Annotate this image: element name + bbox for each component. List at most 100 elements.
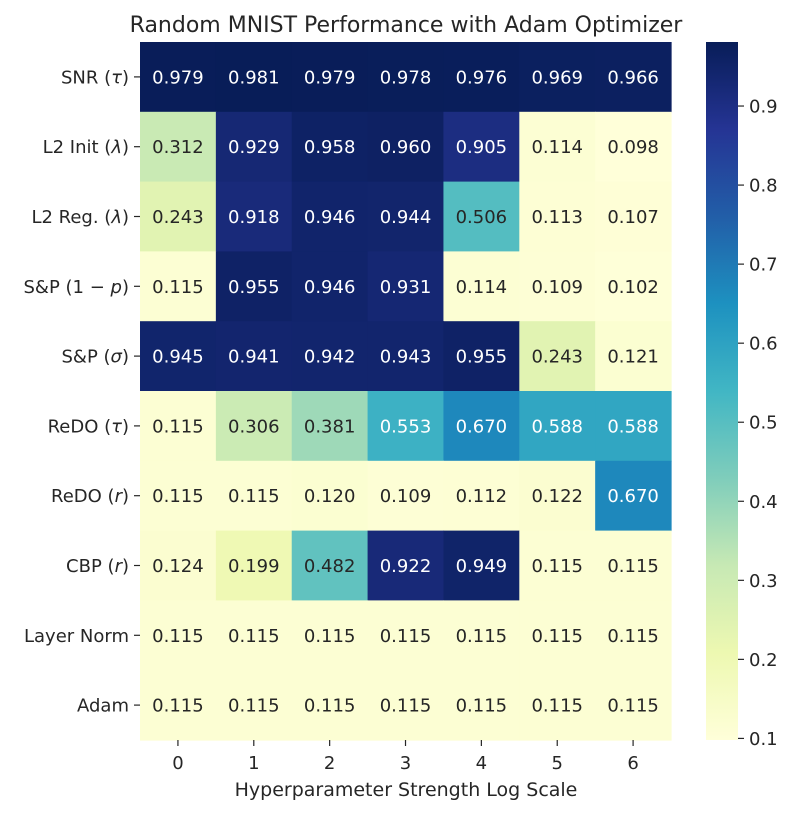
heatmap-cell (519, 670, 596, 741)
cell-value-label: 0.976 (456, 67, 508, 88)
heatmap-cell (291, 111, 369, 183)
heatmap-cell (140, 251, 217, 322)
cell-value-label: 0.942 (304, 347, 356, 368)
heatmap-cell (291, 530, 369, 601)
heatmap-cell (291, 391, 369, 462)
y-tick-label: Layer Norm (24, 626, 129, 647)
heatmap-cell (595, 321, 672, 392)
heatmap-cell (215, 530, 293, 601)
cell-value-label: 0.981 (228, 67, 280, 88)
cell-value-label: 0.113 (531, 207, 583, 228)
y-tick-label: CBP (r) (66, 556, 129, 577)
cell-value-label: 0.115 (228, 696, 280, 717)
cell-value-label: 0.243 (152, 207, 204, 228)
cell-value-label: 0.960 (380, 137, 432, 158)
cell-value-label: 0.922 (380, 556, 432, 577)
cell-value-label: 0.115 (304, 626, 356, 647)
cell-value-label: 0.115 (152, 277, 204, 298)
heatmap-cell (443, 181, 520, 252)
heatmap-cell (595, 530, 672, 601)
heatmap-cell (595, 600, 672, 671)
colorbar-tick-label: 0.2 (749, 650, 778, 671)
cell-value-label: 0.670 (456, 416, 508, 437)
x-tick-label: 4 (476, 753, 487, 774)
cell-value-label: 0.115 (531, 696, 583, 717)
cell-value-label: 0.588 (531, 416, 583, 437)
x-tick-label: 1 (248, 753, 259, 774)
cell-value-label: 0.243 (531, 347, 583, 368)
cell-value-label: 0.978 (380, 67, 432, 88)
heatmap-cell (519, 42, 596, 113)
cell-value-label: 0.312 (152, 137, 204, 158)
cell-value-label: 0.120 (304, 486, 356, 507)
y-tick-label: L2 Reg. (λ) (31, 207, 129, 228)
cell-value-label: 0.943 (380, 347, 432, 368)
colorbar-tick-label: 0.3 (749, 571, 778, 592)
heatmap-cell (595, 111, 672, 183)
x-tick-label: 2 (324, 753, 335, 774)
cell-value-label: 0.588 (607, 416, 659, 437)
heatmap-cell (291, 460, 369, 532)
heatmap-cell (519, 391, 596, 462)
cell-value-label: 0.115 (607, 626, 659, 647)
heatmap-cell (291, 181, 369, 252)
heatmap-cell (443, 42, 520, 113)
heatmap-cell (215, 460, 293, 532)
cell-value-label: 0.115 (228, 626, 280, 647)
colorbar-tick-label: 0.5 (749, 413, 778, 434)
heatmap-cell (140, 670, 217, 741)
colorbar-tick-label: 0.4 (749, 492, 778, 513)
heatmap-cell (519, 600, 596, 671)
heatmap-cell (367, 670, 445, 741)
heatmap-cell (140, 460, 217, 532)
y-tick-label: S&P (1 − p) (23, 277, 129, 298)
heatmap-cell (367, 42, 445, 113)
heatmap-cell (140, 181, 217, 252)
cell-value-label: 0.098 (607, 137, 659, 158)
heatmap-cell (595, 391, 672, 462)
colorbar-tick-label: 0.8 (749, 176, 778, 197)
cell-value-label: 0.102 (607, 277, 659, 298)
y-tick-label: L2 Init (λ) (43, 137, 129, 158)
x-tick-label: 5 (552, 753, 563, 774)
heatmap-cell (140, 111, 217, 183)
colorbar-tick-label: 0.1 (749, 729, 778, 750)
x-tick-label: 3 (400, 753, 411, 774)
heatmap-cell (595, 460, 672, 532)
heatmap-cell (595, 181, 672, 252)
cell-value-label: 0.506 (456, 207, 508, 228)
cell-value-label: 0.121 (607, 347, 659, 368)
cell-value-label: 0.115 (607, 556, 659, 577)
y-tick-label: Adam (77, 696, 129, 717)
cell-value-label: 0.115 (456, 626, 508, 647)
heatmap-cell (443, 111, 520, 183)
cell-value-label: 0.482 (304, 556, 356, 577)
y-tick-label: ReDO (r) (51, 486, 129, 507)
colorbar-tick-label: 0.9 (749, 97, 778, 118)
x-axis: 0 1 2 3 4 5 6 (172, 740, 639, 774)
cell-value-label: 0.941 (228, 347, 280, 368)
heatmap-cell (443, 670, 520, 741)
heatmap-cell (519, 321, 596, 392)
heatmap-cell (291, 251, 369, 322)
y-axis: SNR (τ) L2 Init (λ) L2 Reg. (λ) S&P (1 − p)… (23, 67, 140, 717)
cell-value-label: 0.115 (152, 416, 204, 437)
cell-value-label: 0.115 (380, 696, 432, 717)
heatmap-cell (519, 111, 596, 183)
cell-value-label: 0.929 (228, 137, 280, 158)
x-tick-label: 0 (172, 753, 183, 774)
cell-value-label: 0.115 (152, 486, 204, 507)
cell-value-label: 0.958 (304, 137, 356, 158)
heatmap-cell (215, 111, 293, 183)
heatmap-cell (140, 600, 217, 671)
heatmap-cell (443, 391, 520, 462)
colorbar (706, 42, 738, 740)
heatmap-cell (443, 321, 520, 392)
cell-value-label: 0.944 (380, 207, 432, 228)
heatmap-cell (367, 391, 445, 462)
heatmap-cell (140, 42, 217, 113)
heatmap-cell (291, 321, 369, 392)
cell-value-label: 0.969 (531, 67, 583, 88)
x-tick-label: 6 (627, 753, 638, 774)
